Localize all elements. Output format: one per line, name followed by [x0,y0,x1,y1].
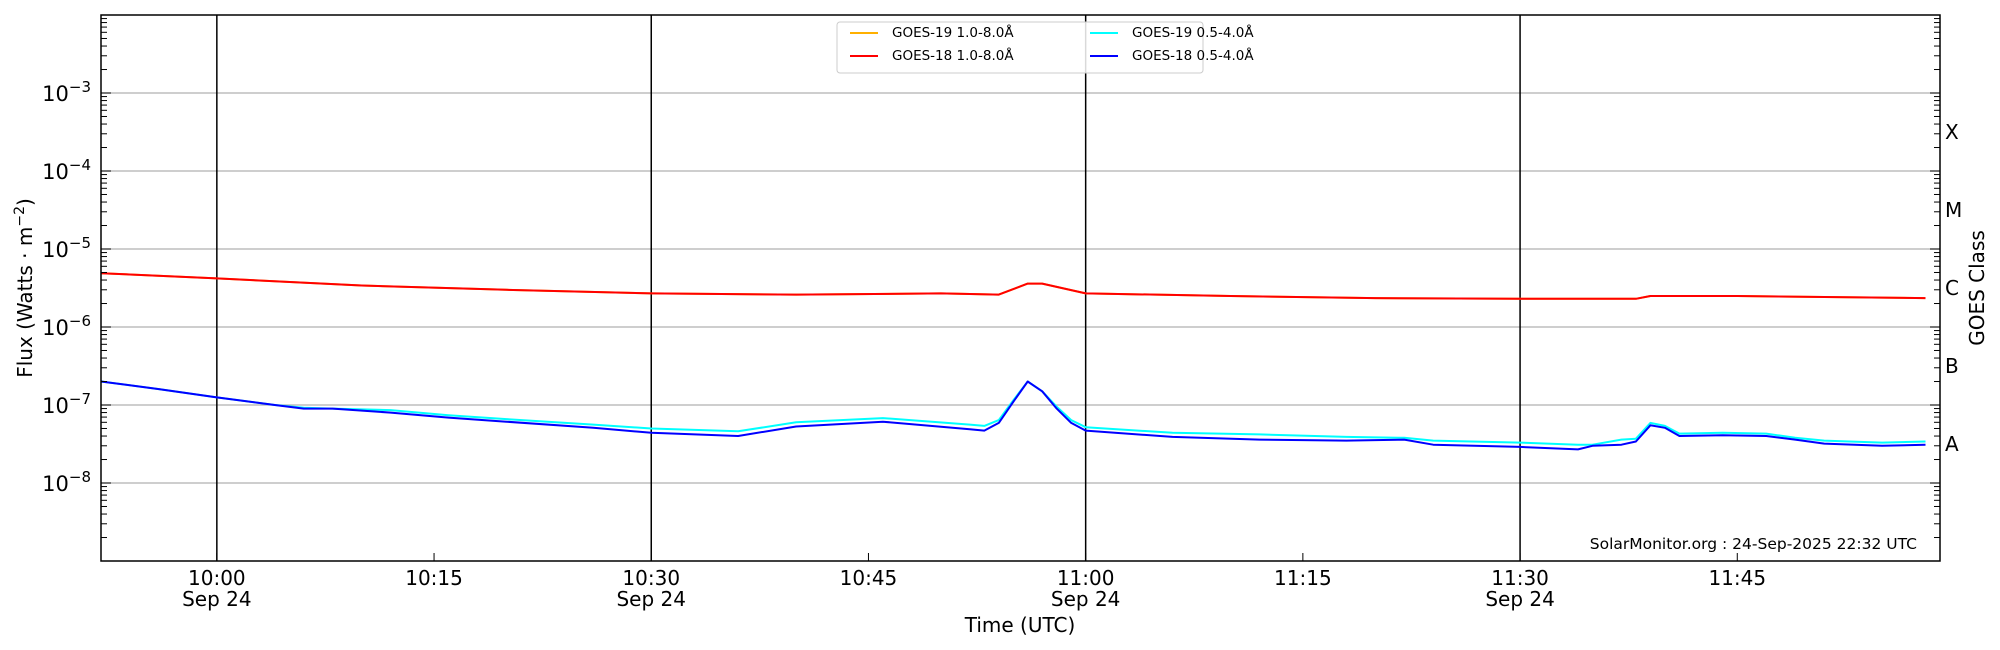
y-tick-label: 10−7 [42,390,91,418]
y-tick-exponent: −8 [69,468,91,486]
half-hour-lines [216,15,1521,561]
y-axis: 10−810−710−610−510−410−3 [42,18,1940,562]
series-lines [100,272,1926,451]
x-tick-date: Sep 24 [1051,587,1121,611]
goes-class-label: A [1945,432,1959,456]
y-tick-base: 10 [42,82,69,106]
x-tick-date: Sep 24 [616,587,686,611]
y-tick-base: 10 [42,394,69,418]
y-tick-base: 10 [42,472,69,496]
x-tick-label: 11:00 [1057,566,1115,590]
y-axis-label-close: ) [13,198,37,206]
y-axis-label-main: Flux (Watts · m [13,227,37,378]
x-tick-date: Sep 24 [182,587,252,611]
y-tick-base: 10 [42,238,69,262]
series-line-2 [100,272,1926,300]
y-tick-exponent: −4 [69,156,91,174]
x-tick-date: Sep 24 [1485,587,1555,611]
goes-class-label: X [1945,120,1959,144]
source-annotation: SolarMonitor.org : 24-Sep-2025 22:32 UTC [1590,535,1917,553]
x-tick-label: 11:30 [1491,566,1549,590]
y-tick-label: 10−4 [42,156,91,184]
goes-class-axis: A B C M X [1945,120,1962,456]
x-tick-label: 11:15 [1274,566,1332,590]
plot-frame [100,14,1941,562]
y-tick-label: 10−6 [42,312,91,340]
goes-class-label: C [1945,276,1959,300]
legend: GOES-19 1.0-8.0Å GOES-18 1.0-8.0Å GOES-19 … [836,21,1254,74]
legend-box [836,21,1204,74]
y-tick-label: 10−3 [42,78,91,106]
legend-entry: GOES-18 1.0-8.0Å [892,47,1014,64]
y-tick-base: 10 [42,160,69,184]
legend-entry: GOES-19 1.0-8.0Å [892,24,1014,41]
x-tick-label: 10:00 [188,566,246,590]
legend-entry: GOES-19 0.5-4.0Å [1132,24,1254,41]
right-axis-label: GOES Class [1965,230,1989,346]
y-tick-exponent: −5 [69,234,91,252]
goes-class-label: M [1945,198,1962,222]
y-tick-label: 10−8 [42,468,91,496]
y-tick-base: 10 [42,316,69,340]
x-axis-label: Time (UTC) [964,613,1076,637]
y-axis-label-exponent: −2 [12,206,28,227]
y-tick-exponent: −6 [69,312,91,330]
y-tick-exponent: −7 [69,390,91,408]
legend-entry: GOES-18 0.5-4.0Å [1132,47,1254,64]
y-tick-exponent: −3 [69,78,91,96]
x-tick-label: 10:15 [405,566,463,590]
y-tick-label: 10−5 [42,234,91,262]
grid [101,92,1940,484]
x-tick-label: 10:45 [840,566,898,590]
y-axis-label: Flux (Watts · m−2) [12,198,37,378]
x-tick-label: 11:45 [1708,566,1766,590]
goes-class-label: B [1945,354,1959,378]
series-line-3 [100,380,1926,446]
x-tick-label: 10:30 [622,566,680,590]
series-line-4 [100,380,1926,451]
